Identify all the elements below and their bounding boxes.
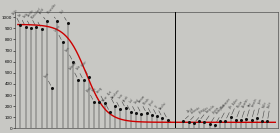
Text: Jared: Jared <box>38 7 45 15</box>
Text: Jacob: Jacob <box>122 95 130 103</box>
Text: Mardoqueo: Mardoqueo <box>220 97 232 110</box>
Text: Reu: Reu <box>91 86 97 93</box>
Text: Tobías: Tobías <box>232 97 239 106</box>
Text: Abraham: Abraham <box>110 88 121 100</box>
Text: Cainán: Cainán <box>27 9 36 18</box>
Text: Moisés: Moisés <box>143 97 151 106</box>
Text: Serug: Serug <box>96 85 104 94</box>
Text: Set: Set <box>18 12 24 18</box>
Text: Matusalén: Matusalén <box>47 3 58 15</box>
Text: Zacarías: Zacarías <box>241 97 249 108</box>
Text: Mahalaleel: Mahalaleel <box>31 7 43 20</box>
Text: Josué: Josué <box>149 99 156 107</box>
Text: Peleg: Peleg <box>85 85 93 93</box>
Text: Sedequías: Sedequías <box>215 103 227 115</box>
Text: Joacim: Joacim <box>211 106 220 115</box>
Text: Elí: Elí <box>155 103 160 108</box>
Text: Enoc: Enoc <box>44 71 51 79</box>
Text: Sem: Sem <box>65 46 71 52</box>
Text: Amram: Amram <box>137 94 146 104</box>
Text: Salomón: Salomón <box>190 105 201 115</box>
Text: Pablo: Pablo <box>262 101 268 108</box>
Text: Matías: Matías <box>237 99 244 108</box>
Text: Joás: Joás <box>197 109 204 115</box>
Text: Ezequías: Ezequías <box>205 103 216 114</box>
Text: Noé: Noé <box>60 9 66 15</box>
Text: Sala: Sala <box>75 64 82 71</box>
Text: Adán: Adán <box>12 8 19 16</box>
Text: Leví: Leví <box>128 97 134 104</box>
Text: Enós: Enós <box>23 11 30 18</box>
Text: Nacor: Nacor <box>101 95 109 103</box>
Text: Coat: Coat <box>133 97 140 104</box>
Text: Uzías: Uzías <box>202 105 210 113</box>
Text: Barzilai: Barzilai <box>158 101 167 110</box>
Text: Juan: Juan <box>257 99 263 105</box>
Text: Isaac: Isaac <box>117 92 124 99</box>
Text: Job: Job <box>228 105 233 110</box>
Text: Lamec: Lamec <box>53 24 62 33</box>
Text: Simeón: Simeón <box>251 97 259 107</box>
Text: David: David <box>186 107 195 114</box>
Text: Pedro: Pedro <box>267 101 272 108</box>
Text: Arfaxad: Arfaxad <box>69 60 78 70</box>
Text: Ana: Ana <box>247 101 253 107</box>
Text: Taré: Taré <box>107 90 113 96</box>
Text: Heber: Heber <box>80 59 88 68</box>
